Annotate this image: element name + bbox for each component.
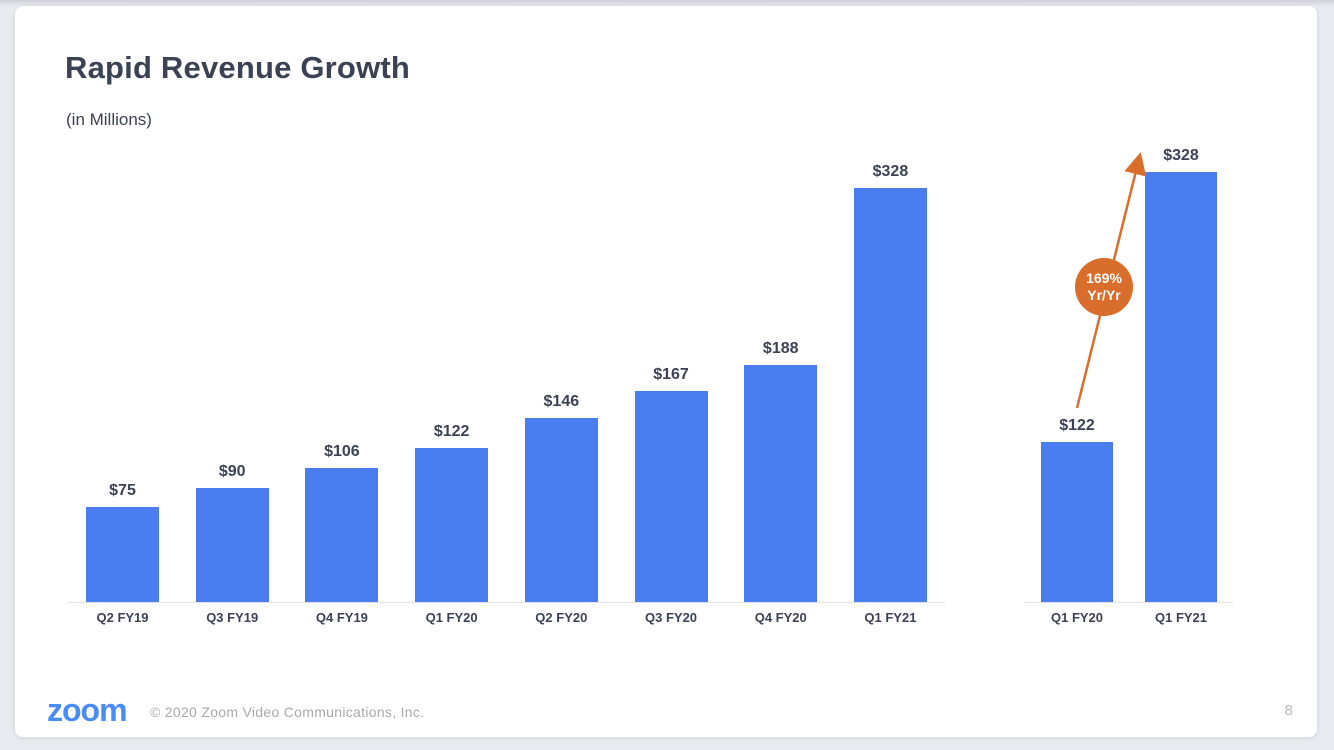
- x-axis-line: [68, 602, 945, 603]
- bar-group: $146: [507, 393, 616, 602]
- bar-group: $122: [397, 423, 506, 602]
- yoy-comparison-chart: $122 $328 Q1 FY20 Q1 FY21: [1025, 144, 1233, 650]
- bar-group: $90: [178, 463, 287, 602]
- bar: [1041, 442, 1113, 602]
- yoy-growth-percent: 169%: [1086, 270, 1122, 286]
- bar-group: $328: [836, 163, 945, 602]
- slide-title: Rapid Revenue Growth: [65, 50, 411, 85]
- bar-group: $167: [617, 366, 726, 602]
- bar-value-label: $106: [324, 443, 360, 460]
- main-bar-chart: $75 $90 $106 $122 $146 $167 $188 $328 Q2 FY19 Q3…: [68, 160, 945, 650]
- copyright-text: © 2020 Zoom Video Communications, Inc.: [150, 704, 425, 720]
- bar-value-label: $90: [218, 463, 246, 480]
- bar-value-label: $75: [109, 482, 136, 499]
- bar: [305, 468, 379, 602]
- bar-value-label: $146: [543, 393, 580, 410]
- bars-row: $75 $90 $106 $122 $146 $167 $188 $328: [68, 160, 945, 602]
- bar-category-label: Q1 FY21: [1154, 610, 1208, 625]
- category-labels-row: Q2 FY19 Q3 FY19 Q4 FY19 Q1 FY20 Q2 FY20 Q3 FY…: [68, 610, 945, 625]
- bars-row: $122 $328: [1025, 144, 1233, 602]
- x-axis-line: [1025, 602, 1233, 603]
- bar-category-label: Q2 FY19: [96, 610, 149, 625]
- bar-category-label: Q3 FY19: [206, 610, 259, 625]
- bar: [853, 188, 927, 602]
- slide-card: Rapid Revenue Growth (in Millions) $75 $9…: [15, 6, 1317, 737]
- bar: [634, 391, 708, 602]
- bar-group: $75: [68, 482, 177, 602]
- bar-category-label: Q1 FY20: [425, 610, 478, 625]
- bar: [1145, 172, 1217, 602]
- bar-value-label: $328: [1163, 147, 1199, 164]
- bar-group: $188: [726, 340, 835, 602]
- bar-category-label: Q4 FY20: [754, 610, 807, 625]
- yoy-growth-badge: 169% Yr/Yr: [1075, 258, 1133, 316]
- bar: [415, 448, 489, 602]
- bar-value-label: $122: [1059, 417, 1095, 434]
- bar: [744, 365, 818, 602]
- bar-category-label: Q1 FY21: [864, 610, 917, 625]
- bar: [86, 507, 159, 602]
- bar-category-label: Q4 FY19: [315, 610, 368, 625]
- page-number: 8: [1284, 702, 1293, 719]
- bar: [195, 488, 269, 602]
- bar-category-label: Q3 FY20: [645, 610, 698, 625]
- bar-value-label: $188: [762, 340, 799, 357]
- zoom-logo: zoom: [47, 692, 128, 728]
- background-top-shadow: [0, 0, 1334, 6]
- bar-group: $328: [1129, 147, 1233, 602]
- bar-value-label: $167: [653, 366, 689, 383]
- bar-category-label: Q2 FY20: [535, 610, 588, 625]
- bar: [524, 418, 598, 602]
- slide-subtitle: (in Millions): [66, 110, 152, 129]
- yoy-growth-period: Yr/Yr: [1087, 287, 1121, 303]
- bar-group: $122: [1025, 417, 1129, 602]
- bar-group: $106: [287, 443, 396, 602]
- category-labels-row: Q1 FY20 Q1 FY21: [1025, 610, 1233, 625]
- bar-category-label: Q1 FY20: [1050, 610, 1104, 625]
- bar-value-label: $328: [872, 163, 909, 180]
- bar-value-label: $122: [433, 423, 470, 440]
